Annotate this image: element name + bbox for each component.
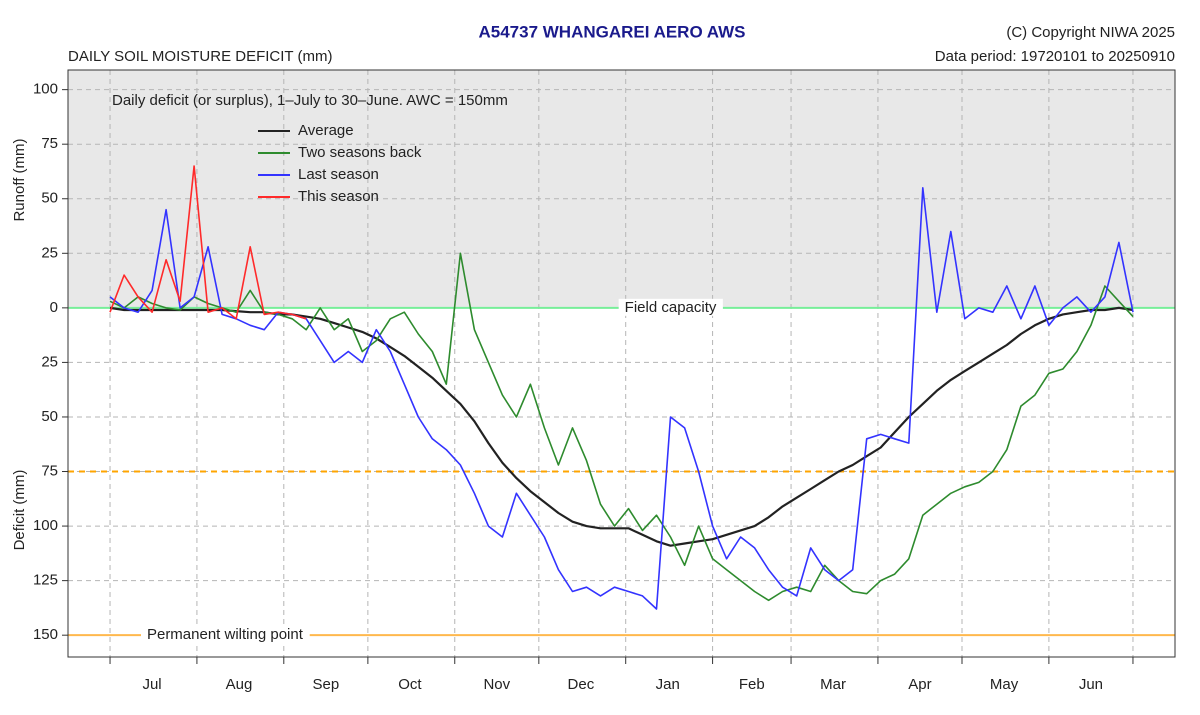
y-tick-label: 125 bbox=[33, 572, 58, 589]
legend-label: This season bbox=[298, 188, 379, 205]
series-line bbox=[109, 252, 1134, 602]
reference-label: Permanent wilting point bbox=[147, 626, 304, 643]
y-tick-label: 100 bbox=[33, 517, 58, 534]
surplus-region bbox=[68, 70, 1175, 308]
legend-label: Last season bbox=[298, 166, 379, 183]
data-period: Data period: 19720101 to 20250910 bbox=[935, 48, 1175, 65]
y-tick-label: 75 bbox=[41, 135, 58, 152]
plot-border bbox=[67, 69, 1176, 658]
series-lines bbox=[109, 165, 1134, 610]
x-tick-label: Sep bbox=[312, 676, 339, 693]
reference-label: Field capacity bbox=[625, 299, 717, 316]
y-tick-label: 25 bbox=[41, 244, 58, 261]
y-tick-label: 100 bbox=[33, 81, 58, 98]
x-tick-label: May bbox=[990, 676, 1019, 693]
label-background bbox=[140, 626, 310, 644]
reference-lines: Field capacity Permanent wilting point bbox=[68, 298, 1175, 644]
x-tick-label: Jul bbox=[142, 676, 161, 693]
y-tick-label: 0 bbox=[50, 299, 58, 316]
label-background bbox=[618, 298, 723, 316]
x-tick-label: Aug bbox=[226, 676, 253, 693]
x-tick-label: Nov bbox=[483, 676, 510, 693]
x-tick-label: Oct bbox=[398, 676, 422, 693]
y-tick-label: 25 bbox=[41, 353, 58, 370]
y-tick-label: 75 bbox=[41, 462, 58, 479]
y-tick-label: 150 bbox=[33, 626, 58, 643]
x-tick-label: Jan bbox=[656, 676, 680, 693]
copyright: (C) Copyright NIWA 2025 bbox=[1006, 24, 1175, 41]
legend-label: Two seasons back bbox=[298, 144, 422, 161]
plot-background bbox=[68, 70, 1175, 657]
series-line bbox=[109, 165, 307, 320]
note: Daily deficit (or surplus), 1–July to 30… bbox=[112, 92, 508, 109]
y-axis-label: Runoff (mm) bbox=[11, 138, 28, 221]
x-tick-label: Apr bbox=[908, 676, 931, 693]
chart-subtitle: DAILY SOIL MOISTURE DEFICIT (mm) bbox=[68, 48, 332, 65]
y-axis-label: Deficit (mm) bbox=[11, 470, 28, 551]
chart-title: A54737 WHANGAREI AERO AWS bbox=[478, 22, 745, 41]
y-tick-label: 50 bbox=[41, 190, 58, 207]
x-tick-label: Dec bbox=[568, 676, 595, 693]
x-tick-label: Jun bbox=[1079, 676, 1103, 693]
x-tick-label: Feb bbox=[739, 676, 765, 693]
x-tick-label: Mar bbox=[820, 676, 846, 693]
y-tick-label: 50 bbox=[41, 408, 58, 425]
legend-label: Average bbox=[298, 122, 354, 139]
labels: 100 75 50 25 0 25 50 75 100 125 150 Jul Aug Sep Oct Nov… bbox=[33, 81, 1103, 693]
